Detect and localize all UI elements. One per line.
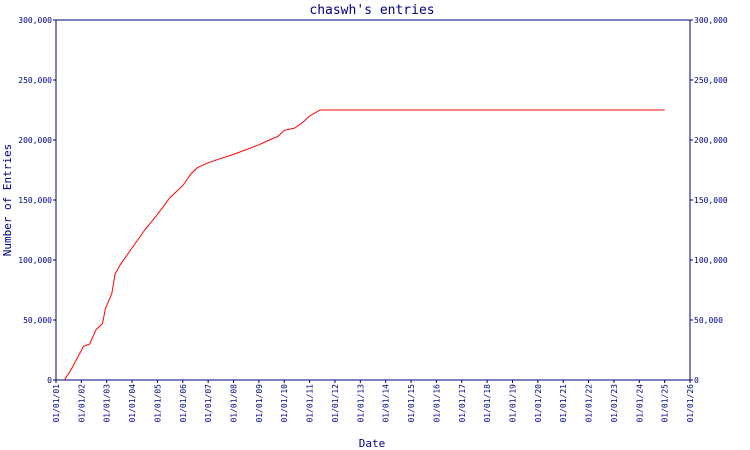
x-tick-label: 01/01/10	[280, 384, 289, 423]
y-tick-label-left: 200,000	[18, 136, 52, 145]
x-tick-label: 01/01/18	[483, 384, 492, 423]
y-tick-label-left: 100,000	[18, 256, 52, 265]
y-tick-label-right: 150,000	[694, 196, 728, 205]
x-tick-label: 01/01/09	[255, 384, 264, 423]
y-tick-label-right: 300,000	[694, 16, 728, 25]
x-tick-label: 01/01/20	[534, 384, 543, 423]
x-axis-ticks: 01/01/01 01/01/02 01/01/03 01/01/04 01/01/05…	[52, 380, 695, 423]
x-tick-label: 01/01/02	[77, 384, 86, 423]
x-tick-label: 01/01/23	[610, 384, 619, 423]
x-tick-label: 01/01/14	[382, 384, 391, 423]
x-tick-label: 01/01/07	[204, 384, 213, 423]
x-tick-label: 01/01/11	[306, 384, 315, 423]
y-tick-label-left: 0	[47, 376, 52, 385]
x-tick-label: 01/01/05	[153, 384, 162, 423]
x-tick-label: 01/01/06	[179, 384, 188, 423]
x-tick-label: 01/01/22	[585, 384, 594, 423]
y-tick-label-right: 250,000	[694, 76, 728, 85]
x-tick-label: 01/01/26	[686, 384, 695, 423]
y-tick-label-left: 150,000	[18, 196, 52, 205]
y-tick-label-right: 0	[694, 376, 699, 385]
plot-frame	[55, 19, 691, 381]
x-tick-label: 01/01/15	[407, 384, 416, 423]
y-tick-label-right: 200,000	[694, 136, 728, 145]
x-tick-label: 01/01/16	[432, 384, 441, 423]
x-tick-label: 01/01/04	[128, 384, 137, 423]
x-tick-label: 01/01/25	[661, 384, 670, 423]
x-tick-label: 01/01/13	[356, 384, 365, 423]
x-tick-label: 01/01/03	[103, 384, 112, 423]
x-tick-label: 01/01/21	[559, 384, 568, 423]
x-tick-label: 01/01/24	[635, 384, 644, 423]
y-tick-label-left: 50,000	[23, 316, 52, 325]
y-tick-label-left: 250,000	[18, 76, 52, 85]
y-tick-label-left: 300,000	[18, 16, 52, 25]
x-tick-label: 01/01/17	[458, 384, 467, 423]
y-axis-ticks: 0 0 50,000 50,000 100,000 100,000 150,000 150,0…	[18, 16, 728, 385]
y-tick-label-right: 50,000	[694, 316, 723, 325]
y-axis-title: Number of Entries	[1, 144, 14, 257]
x-tick-label: 01/01/12	[331, 384, 340, 423]
x-axis-title: Date	[359, 437, 386, 450]
series-line	[63, 109, 665, 381]
x-tick-label: 01/01/19	[508, 384, 517, 423]
y-tick-label-right: 100,000	[694, 256, 728, 265]
x-tick-label: 01/01/01	[52, 384, 61, 423]
x-tick-label: 01/01/08	[230, 384, 239, 423]
chart-title: chaswh's entries	[309, 3, 434, 18]
